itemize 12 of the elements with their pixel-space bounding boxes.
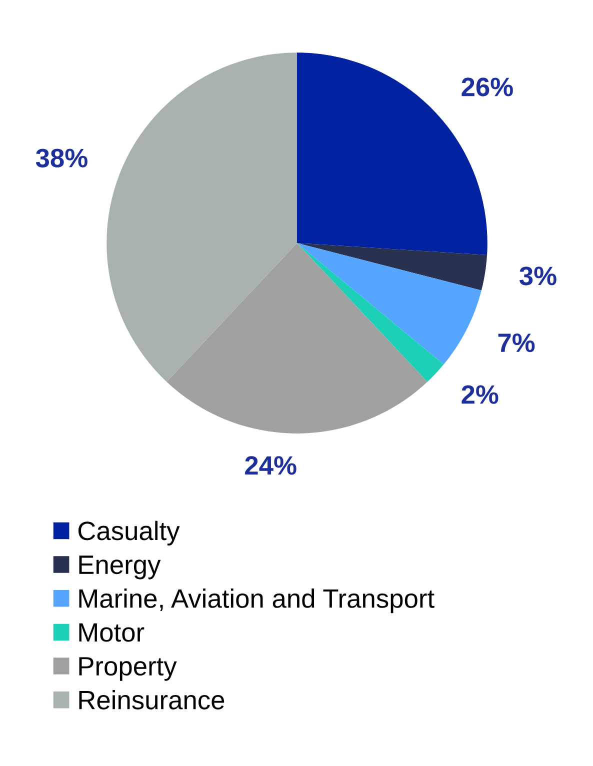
legend-label: Energy (79, 556, 161, 580)
data-label: 38% (36, 148, 88, 168)
legend-label: Casualty (78, 520, 180, 546)
legend-label: Property (79, 657, 177, 681)
legend-label: Motor (79, 623, 144, 642)
data-label: 7% (498, 334, 535, 352)
data-label: 2% (462, 385, 498, 404)
legend-label: Marine, Aviation and Transport (79, 588, 434, 614)
legend-label: Reinsurance (79, 690, 224, 710)
data-label: 3% (520, 266, 556, 286)
data-label: 24% (245, 456, 296, 475)
data-label: 26% (462, 78, 513, 96)
